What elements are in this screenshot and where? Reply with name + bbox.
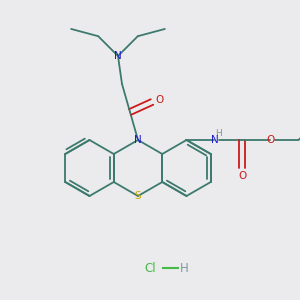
- Text: H: H: [180, 262, 188, 275]
- Text: O: O: [155, 95, 163, 105]
- Text: Cl: Cl: [144, 262, 156, 275]
- Text: N: N: [134, 135, 142, 145]
- Text: O: O: [266, 135, 274, 145]
- Text: H: H: [215, 130, 222, 139]
- Text: S: S: [135, 191, 141, 201]
- Text: N: N: [114, 51, 122, 61]
- Text: N: N: [211, 135, 218, 145]
- Text: O: O: [238, 171, 247, 181]
